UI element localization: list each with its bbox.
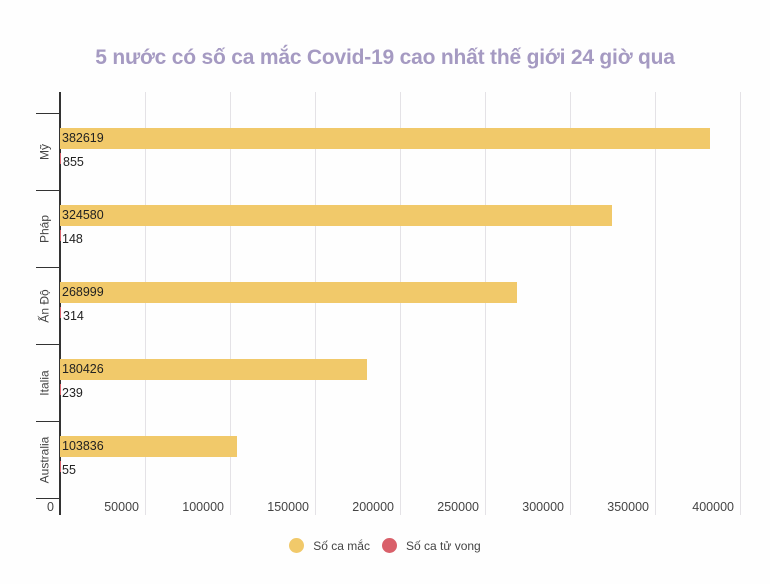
bar-deaths[interactable]: [60, 307, 61, 318]
x-tick-label: 200000: [352, 500, 394, 514]
category-separator: [36, 113, 60, 114]
bar-cases[interactable]: [60, 436, 237, 457]
bar-cases[interactable]: [60, 128, 710, 149]
chart-title: 5 nước có số ca mắc Covid-19 cao nhất th…: [95, 46, 675, 69]
bar-deaths[interactable]: [60, 461, 61, 472]
x-tick-label: 300000: [522, 500, 564, 514]
bar-cases[interactable]: [60, 205, 612, 226]
legend-dot-icon: [381, 538, 397, 553]
bar-deaths[interactable]: [60, 384, 61, 395]
bar-value-label: 180426: [62, 362, 104, 376]
bar-value-label: 55: [62, 463, 76, 477]
x-tick-label: 0: [47, 500, 54, 514]
bar-value-label: 314: [63, 309, 84, 323]
bar-deaths[interactable]: [60, 230, 61, 241]
gridline: [655, 92, 656, 515]
category-separator: [36, 190, 60, 191]
category-label: Australia: [37, 436, 52, 483]
gridline: [400, 92, 401, 515]
bar-value-label: 324580: [62, 208, 104, 222]
gridline: [145, 92, 146, 515]
x-tick-label: 50000: [104, 500, 139, 514]
x-tick-label: 150000: [267, 500, 309, 514]
gridline: [315, 92, 316, 515]
gridline: [230, 92, 231, 515]
bar-value-label: 855: [63, 155, 84, 169]
legend-label: Số ca tử vong: [405, 538, 481, 553]
bar-value-label: 148: [62, 232, 83, 246]
category-label: Ấn Độ: [37, 288, 52, 323]
bar-deaths[interactable]: [60, 153, 61, 164]
category-label: Pháp: [37, 214, 52, 243]
bar-value-label: 103836: [62, 439, 104, 453]
x-tick-label: 100000: [182, 500, 224, 514]
category-separator: [36, 421, 60, 422]
bar-value-label: 382619: [62, 131, 104, 145]
category-label: Italia: [37, 369, 52, 396]
category-separator: [36, 267, 60, 268]
y-axis-line: [59, 92, 61, 515]
legend: Số ca mắc Số ca tử vong: [0, 538, 770, 553]
legend-label: Số ca mắc: [313, 538, 370, 553]
bar-cases[interactable]: [60, 282, 517, 303]
category-label: Mỹ: [37, 143, 52, 160]
gridline: [485, 92, 486, 515]
x-tick-label: 400000: [692, 500, 734, 514]
category-separator: [36, 498, 60, 499]
x-tick-label: 350000: [607, 500, 649, 514]
legend-dot-icon: [289, 538, 305, 553]
legend-item-cases[interactable]: Số ca mắc: [289, 538, 370, 553]
bar-cases[interactable]: [60, 359, 367, 380]
gridline: [570, 92, 571, 515]
bar-value-label: 268999: [62, 285, 104, 299]
x-tick-label: 250000: [437, 500, 479, 514]
gridline: [740, 92, 741, 515]
legend-item-deaths[interactable]: Số ca tử vong: [381, 538, 481, 553]
category-separator: [36, 344, 60, 345]
bar-value-label: 239: [62, 386, 83, 400]
